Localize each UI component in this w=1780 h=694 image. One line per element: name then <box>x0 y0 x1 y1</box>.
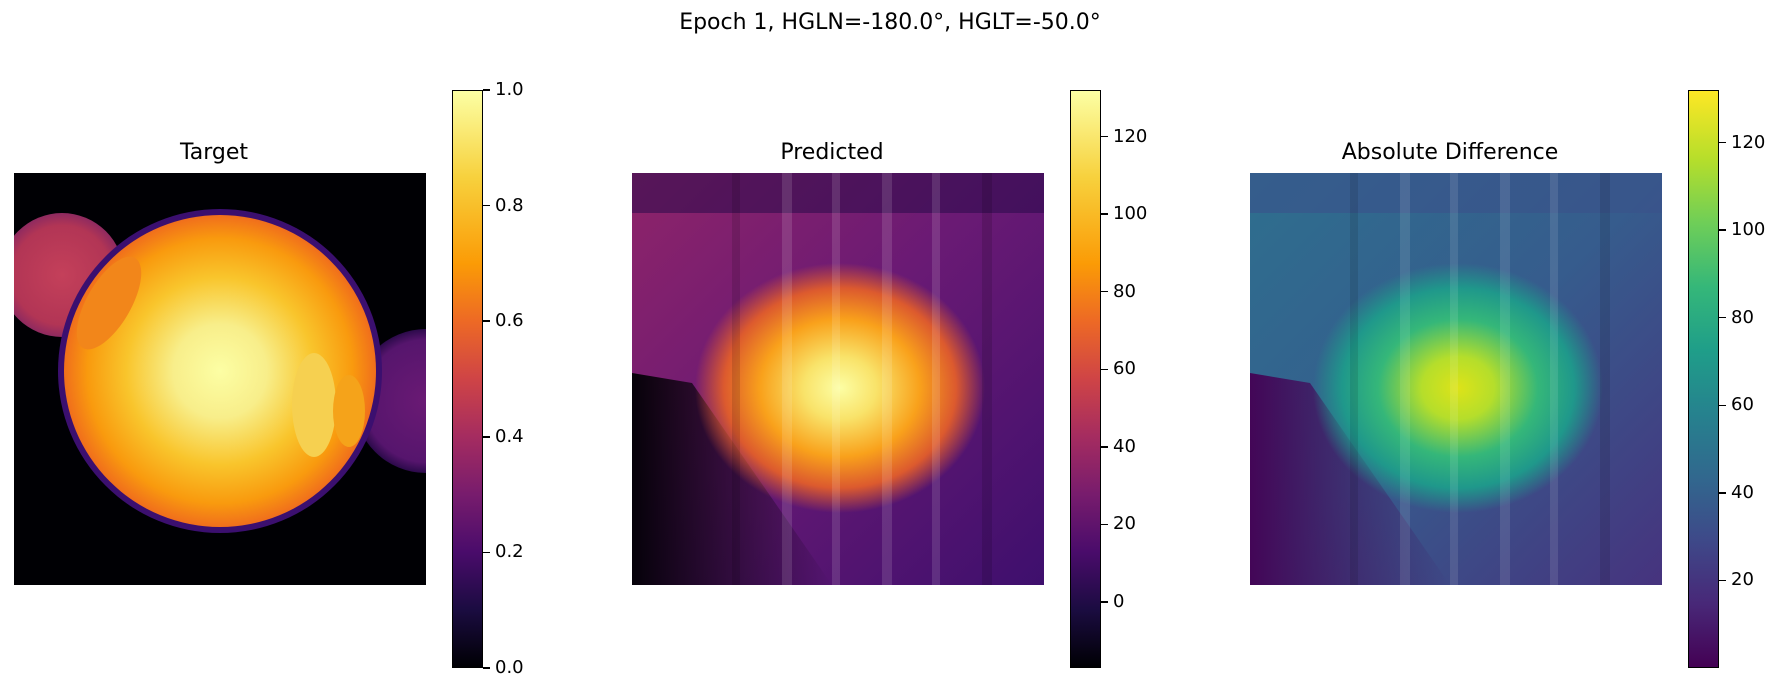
colorbar-target <box>452 90 483 668</box>
colorbar-target-tick <box>483 204 490 207</box>
predicted-bright-blob <box>695 263 985 513</box>
colorbar-target-tick-label: 0.6 <box>495 310 524 332</box>
difference-stripes <box>1350 173 1610 585</box>
colorbar-difference-tick <box>1719 579 1726 582</box>
colorbar-difference-tick <box>1719 404 1726 407</box>
target-overlap-right <box>292 353 336 457</box>
colorbar-predicted-tick-label: 0 <box>1113 591 1125 613</box>
colorbar-target-tick-label: 0.0 <box>495 657 524 678</box>
colorbar-difference-tick-label: 120 <box>1731 131 1766 153</box>
colorbar-predicted-tick-label: 40 <box>1113 435 1136 457</box>
heatmap-target <box>14 173 426 585</box>
colorbar-predicted-tick <box>1101 135 1108 138</box>
heatmap-predicted <box>632 173 1044 585</box>
colorbar-difference-tick <box>1719 492 1726 494</box>
colorbar-target-tick-label: 0.4 <box>495 425 524 447</box>
predicted-top-band <box>632 173 1044 213</box>
colorbar-predicted-tick-label: 120 <box>1113 125 1148 147</box>
heatmap-difference <box>1250 173 1662 585</box>
colorbar-predicted <box>1070 90 1101 668</box>
colorbar-difference <box>1688 90 1719 668</box>
colorbar-difference-tick-label: 40 <box>1731 481 1754 503</box>
colorbar-target-tick-label: 1.0 <box>495 79 524 100</box>
difference-bright-blob <box>1313 263 1603 513</box>
panel-title-predicted: Predicted <box>780 140 884 165</box>
predicted-dark-region <box>632 373 832 585</box>
target-main-disk <box>64 215 376 527</box>
predicted-stripes <box>732 173 992 585</box>
difference-top-band <box>1250 173 1662 213</box>
colorbar-difference-tick <box>1719 141 1726 144</box>
colorbar-target-tick <box>483 436 490 438</box>
panel-title-target: Target <box>179 140 249 165</box>
colorbar-target-tick-label: 0.8 <box>495 194 524 216</box>
colorbar-difference-tick-label: 100 <box>1731 219 1766 241</box>
colorbar-predicted-tick <box>1101 601 1108 603</box>
colorbar-predicted-tick-label: 60 <box>1113 358 1136 380</box>
figure-title: Epoch 1, HGLN=-180.0°, HGLT=-50.0° <box>679 10 1101 35</box>
target-overlap-left <box>76 256 142 350</box>
colorbar-predicted-tick <box>1101 368 1108 371</box>
colorbar-predicted-tick <box>1101 290 1108 293</box>
colorbar-predicted-tick-label: 80 <box>1113 280 1136 302</box>
colorbar-difference-tick <box>1719 316 1726 319</box>
colorbar-predicted-tick-label: 20 <box>1113 513 1136 535</box>
colorbar-predicted-tick-label: 100 <box>1113 203 1148 225</box>
colorbar-difference-tick-label: 60 <box>1731 394 1754 416</box>
colorbar-predicted-tick <box>1101 213 1108 215</box>
colorbar-target-tick <box>483 667 490 669</box>
colorbar-target-tick <box>483 89 490 91</box>
colorbar-difference-tick-label: 20 <box>1731 569 1754 591</box>
colorbar-difference-tick <box>1719 229 1726 231</box>
colorbar-predicted-tick <box>1101 523 1108 526</box>
colorbar-target-tick <box>483 320 490 322</box>
target-overlap-right-inner <box>333 375 365 447</box>
panel-title-difference: Absolute Difference <box>1341 140 1559 165</box>
colorbar-difference-tick-label: 80 <box>1731 306 1754 328</box>
colorbar-predicted-tick <box>1101 446 1108 448</box>
difference-dark-region <box>1250 373 1450 585</box>
colorbar-target-tick-label: 0.2 <box>495 541 524 563</box>
colorbar-target-tick <box>483 551 490 554</box>
